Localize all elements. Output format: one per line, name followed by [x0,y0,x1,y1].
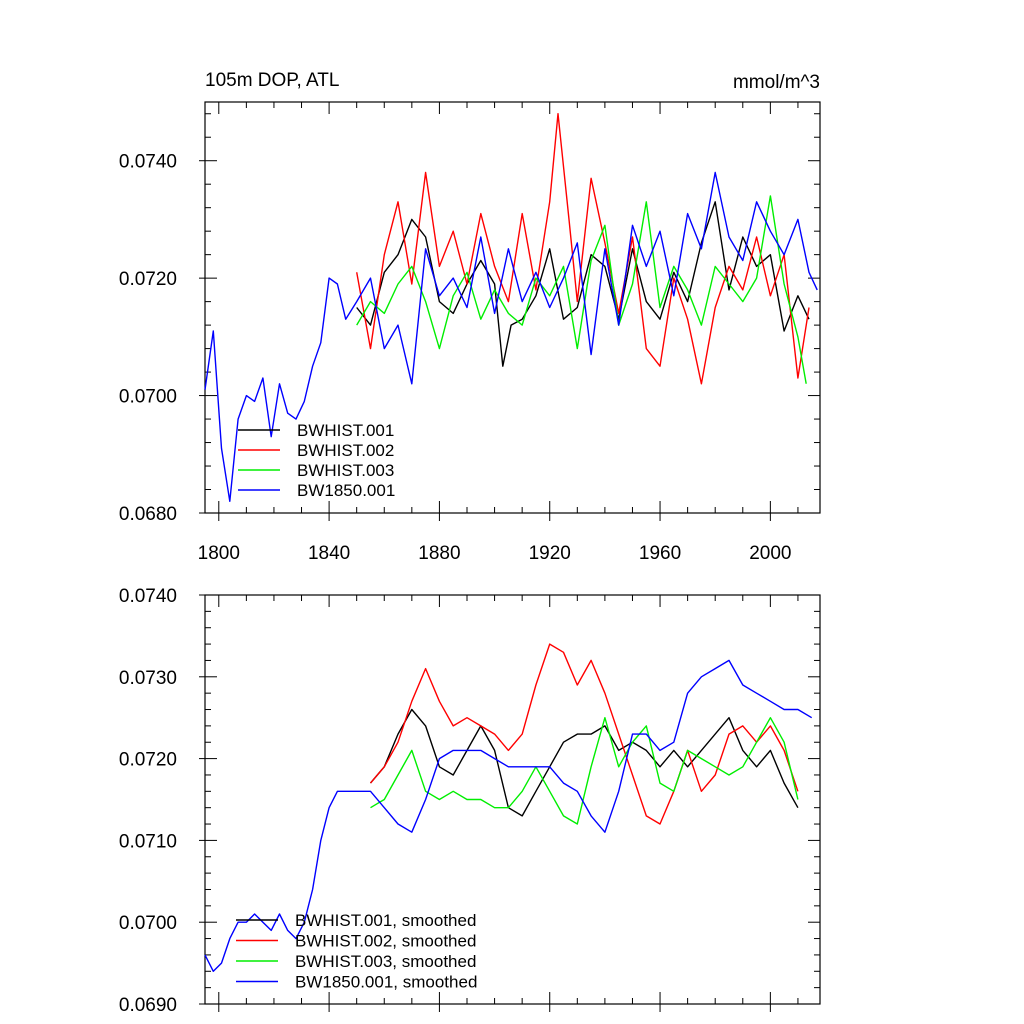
top-x-tick-label: 1800 [198,543,240,564]
bottom-y-tick-label: 0.0690 [119,995,177,1016]
top-units-label: mmol/m^3 [733,72,820,93]
top-y-tick-label: 0.0740 [119,152,177,173]
bottom-series-line-4 [204,659,813,972]
top-series-line-4 [204,171,818,502]
top-legend-label-1: BWHIST.001 [297,421,394,440]
top-x-tick-label: 1920 [529,543,571,564]
bottom-plot-frame [204,594,821,1005]
top-series-line-3 [356,195,807,384]
top-legend-label-3: BWHIST.003 [297,461,394,480]
top-chart-title: 105m DOP, ATL [205,70,339,91]
top-y-tick-label: 0.0720 [119,269,177,290]
top-x-tick-label: 1960 [639,543,681,564]
bottom-panel: 0.0690 0.0700 0.0710 0.0720 0.0730 0.0740 BWHI… [119,586,821,1016]
bottom-legend-label-2: BWHIST.002, smoothed [295,932,476,951]
bottom-series-line-2 [369,643,799,825]
top-x-tick-label: 1840 [308,543,350,564]
top-x-tick-label: 2000 [749,543,791,564]
bottom-y-tick-label: 0.0710 [119,831,177,852]
bottom-legend-label-3: BWHIST.003, smoothed [295,952,476,971]
bottom-y-tick-label: 0.0700 [119,913,177,934]
bottom-y-tick-label: 0.0740 [119,586,177,607]
bottom-series-line-3 [370,717,799,825]
top-x-tick-label: 1880 [418,543,460,564]
bottom-y-tick-label: 0.0730 [119,668,177,689]
bottom-series-line-1 [369,708,799,817]
bottom-legend-label-4: BW1850.001, smoothed [295,973,477,992]
bottom-y-tick-label: 0.0720 [119,750,177,771]
top-panel: 0.0680 0.0700 0.0720 0.0740 1800 1840 1880 1920… [119,70,821,564]
top-y-tick-label: 0.0680 [119,504,177,525]
top-plot-frame [204,101,821,514]
top-legend-label-2: BWHIST.002 [297,441,394,460]
top-series-line-2 [356,112,810,385]
top-legend-label-4: BW1850.001 [297,481,395,500]
top-y-tick-label: 0.0700 [119,387,177,408]
bottom-legend-label-1: BWHIST.001, smoothed [295,911,476,930]
